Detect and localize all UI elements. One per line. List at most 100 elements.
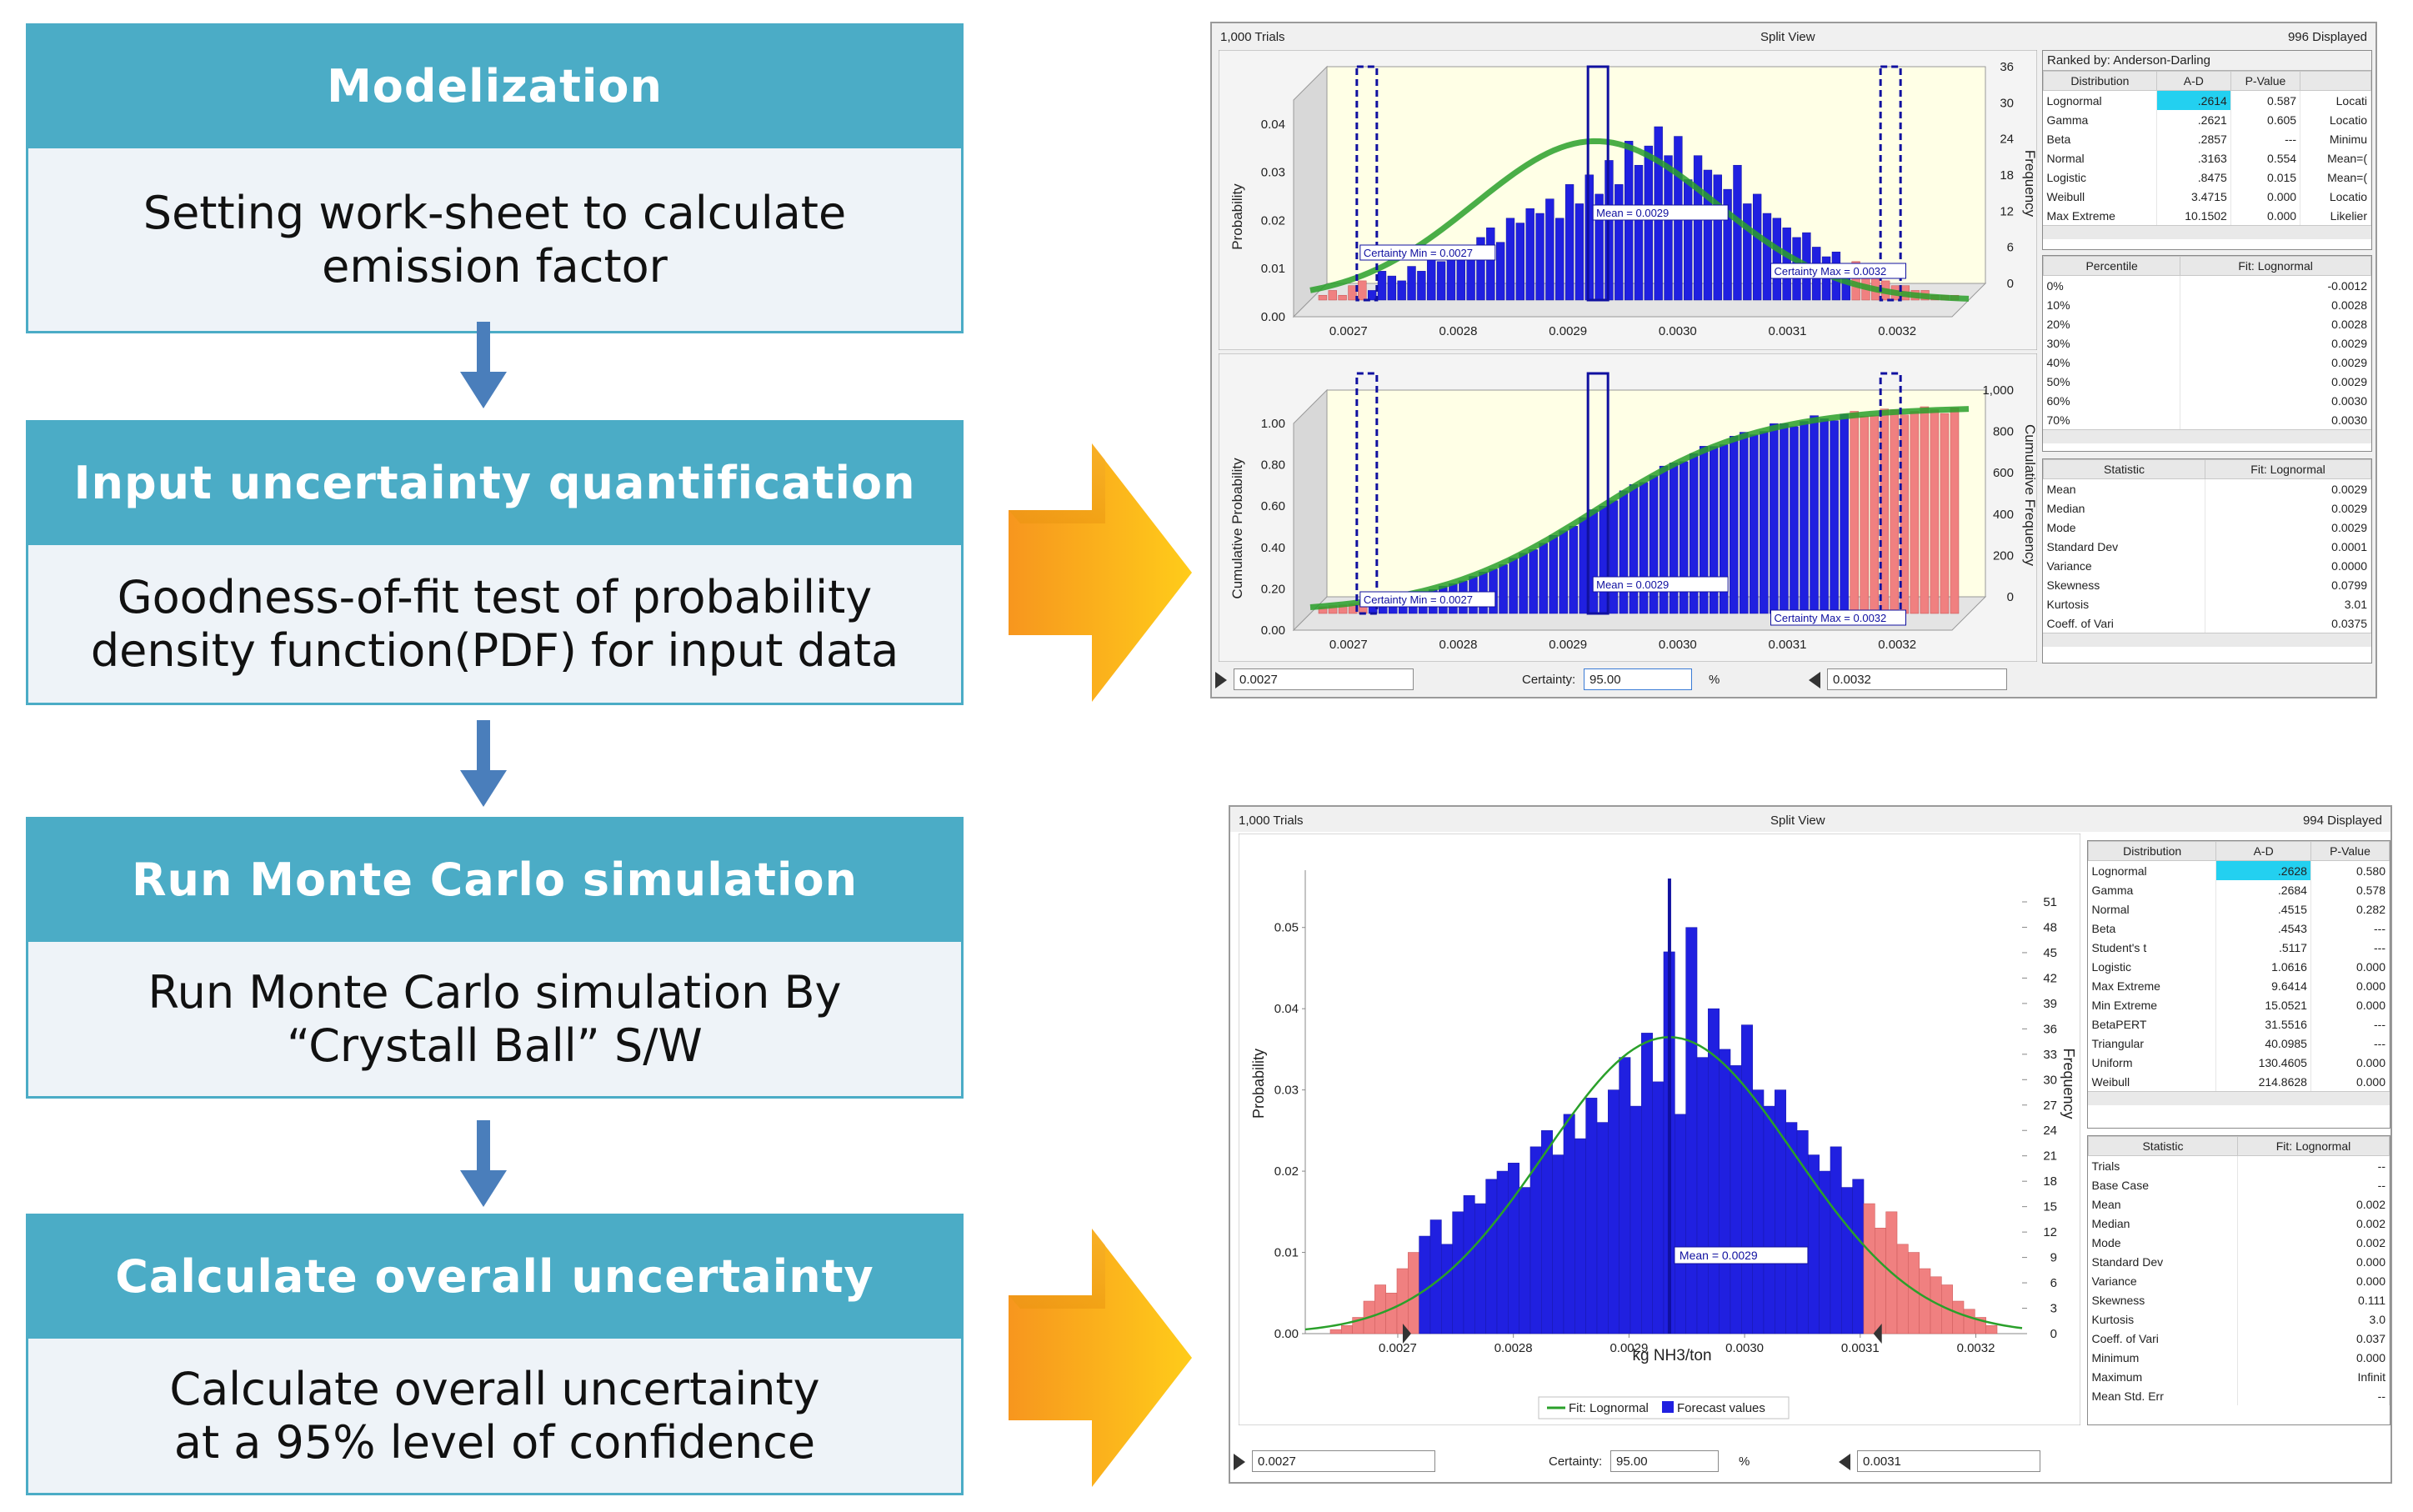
histogram-bar	[1348, 285, 1357, 301]
column-header[interactable]: Fit: Lognormal	[2236, 1136, 2390, 1156]
table-row[interactable]: Gamma .2684 0.578	[2088, 880, 2390, 899]
histogram-bar	[1730, 1065, 1742, 1334]
y-tick-label: 0.00	[1274, 1327, 1299, 1341]
column-header[interactable]: Fit: Lognormal	[2180, 256, 2371, 276]
column-header[interactable]: A-D	[2155, 71, 2231, 91]
table-row[interactable]: Skewness 0.0799	[2043, 575, 2371, 594]
table-row[interactable]: BetaPERT 31.5516 ---	[2088, 1014, 2390, 1034]
right-value-input[interactable]: 0.0032	[1827, 668, 2007, 690]
chart-legend: Fit: Lognormal Forecast values	[1538, 1396, 1790, 1419]
table-row[interactable]: 40% 0.0029	[2043, 353, 2371, 372]
table-cell: .2621	[2156, 110, 2231, 129]
table-row[interactable]: Standard Dev 0.0001	[2043, 537, 2371, 556]
y2-tick-label: 12	[2000, 204, 2014, 218]
table-row[interactable]: Weibull 214.8628 0.000	[2088, 1072, 2390, 1091]
table-row[interactable]: 60% 0.0030	[2043, 391, 2371, 410]
table-row[interactable]: Normal .3163 0.554 Mean=(	[2043, 148, 2371, 168]
table-row[interactable]: Median 0.002	[2088, 1214, 2390, 1233]
left-grabber-icon[interactable]	[1234, 1454, 1245, 1470]
table-row[interactable]: Maximum Infinit	[2088, 1367, 2390, 1386]
table-row[interactable]: Coeff. of Vari 0.0375	[2043, 613, 2371, 633]
percentile-table: Percentile Fit: Lognormal 0% -0.0012 10% 0.0…	[2043, 256, 2371, 429]
percentile-panel: Percentile Fit: Lognormal 0% -0.0012 10% 0.0…	[2042, 255, 2372, 452]
horizontal-scrollbar[interactable]	[2043, 225, 2371, 239]
left-value-input[interactable]: 0.0027	[1252, 1450, 1435, 1472]
certainty-input[interactable]: 95.00	[1584, 668, 1692, 690]
table-row[interactable]: Mode 0.002	[2088, 1233, 2390, 1252]
horizontal-scrollbar[interactable]	[2088, 1091, 2390, 1105]
step-description: Run Monte Carlo simulation By “Crystall …	[26, 942, 964, 1099]
table-row[interactable]: Variance 0.0000	[2043, 556, 2371, 575]
table-row[interactable]: Max Extreme 10.1502 0.000 Likelier	[2043, 206, 2371, 225]
histogram-bar	[1552, 1154, 1564, 1334]
column-header[interactable]: Statistic	[2088, 1136, 2238, 1156]
table-row[interactable]: Uniform 130.4605 0.000	[2088, 1053, 2390, 1072]
table-cell: Mean	[2043, 478, 2206, 498]
histogram-bar	[1634, 164, 1644, 301]
table-row[interactable]: Weibull 3.4715 0.000 Locatio	[2043, 187, 2371, 206]
table-row[interactable]: Base Case --	[2088, 1175, 2390, 1194]
table-row[interactable]: Skewness 0.111	[2088, 1290, 2390, 1309]
table-row[interactable]: Standard Dev 0.000	[2088, 1252, 2390, 1271]
table-row[interactable]: Logistic 1.0616 0.000	[2088, 957, 2390, 976]
table-row[interactable]: Median 0.0029	[2043, 498, 2371, 518]
annotation-label: Mean = 0.0029	[1680, 1249, 1758, 1262]
table-row[interactable]: Mode 0.0029	[2043, 518, 2371, 537]
table-row[interactable]: Student's t .5117 ---	[2088, 938, 2390, 957]
column-header[interactable]: Percentile	[2043, 256, 2181, 276]
table-row[interactable]: 0% -0.0012	[2043, 275, 2371, 295]
table-row[interactable]: Coeff. of Vari 0.037	[2088, 1329, 2390, 1348]
table-row[interactable]: Lognormal .2628 0.580	[2088, 860, 2390, 880]
table-cell: Skewness	[2088, 1290, 2238, 1309]
table-row[interactable]: 10% 0.0028	[2043, 295, 2371, 314]
horizontal-scrollbar[interactable]	[2043, 429, 2371, 443]
column-header[interactable]: Statistic	[2043, 459, 2206, 479]
table-cell: 0.000	[2310, 976, 2390, 995]
table-row[interactable]: Logistic .8475 0.015 Mean=(	[2043, 168, 2371, 187]
table-row[interactable]: 50% 0.0029	[2043, 372, 2371, 391]
right-value-input[interactable]: 0.0031	[1857, 1450, 2040, 1472]
table-row[interactable]: Lognormal .2614 0.587 Locati	[2043, 90, 2371, 110]
table-row[interactable]: 70% 0.0030	[2043, 410, 2371, 429]
displayed-label: 996 Displayed	[2287, 30, 2367, 44]
ranked-by-label: Ranked by: Anderson-Darling	[2043, 51, 2371, 71]
right-grabber-icon[interactable]	[1839, 1454, 1850, 1470]
y2-tick-label: 12	[2043, 1225, 2057, 1239]
column-header[interactable]: Distribution	[2043, 71, 2157, 91]
table-row[interactable]: Min Extreme 15.0521 0.000	[2088, 995, 2390, 1014]
horizontal-scrollbar[interactable]	[2043, 633, 2371, 647]
goodness-of-fit-panel: Distribution A-D P-Value Lognormal .2628 0.5…	[2087, 840, 2390, 1129]
y-tick-label: 0.03	[1261, 166, 1285, 180]
column-header[interactable]	[2300, 71, 2371, 91]
table-row[interactable]: 30% 0.0029	[2043, 333, 2371, 353]
table-row[interactable]: Mean 0.002	[2088, 1194, 2390, 1214]
left-value-input[interactable]: 0.0027	[1234, 668, 1414, 690]
column-header[interactable]: A-D	[2215, 841, 2311, 861]
y2-tick-label: 1,000	[1982, 383, 2014, 398]
y-tick-label: 0.00	[1261, 623, 1285, 638]
table-row[interactable]: Trials --	[2088, 1155, 2390, 1175]
table-row[interactable]: Max Extreme 9.6414 0.000	[2088, 976, 2390, 995]
table-row[interactable]: Gamma .2621 0.605 Locatio	[2043, 110, 2371, 129]
column-header[interactable]: Distribution	[2088, 841, 2217, 861]
column-header[interactable]: Fit: Lognormal	[2205, 459, 2371, 479]
table-row[interactable]: Variance 0.000	[2088, 1271, 2390, 1290]
table-row[interactable]: 20% 0.0028	[2043, 314, 2371, 333]
column-header[interactable]: P-Value	[2230, 71, 2301, 91]
table-cell: 0.0029	[2205, 518, 2371, 537]
left-grabber-icon[interactable]	[1215, 672, 1227, 688]
table-row[interactable]: Kurtosis 3.0	[2088, 1309, 2390, 1329]
table-row[interactable]: Mean Std. Err --	[2088, 1386, 2390, 1405]
table-row[interactable]: Kurtosis 3.01	[2043, 594, 2371, 613]
table-row[interactable]: Minimum 0.000	[2088, 1348, 2390, 1367]
certainty-input[interactable]: 95.00	[1610, 1450, 1719, 1472]
histogram-bar	[1328, 290, 1337, 301]
table-row[interactable]: Normal .4515 0.282	[2088, 899, 2390, 919]
histogram-bar	[1719, 1049, 1731, 1334]
right-grabber-icon[interactable]	[1809, 672, 1820, 688]
table-row[interactable]: Mean 0.0029	[2043, 478, 2371, 498]
column-header[interactable]: P-Value	[2310, 841, 2390, 861]
table-row[interactable]: Beta .2857 --- Minimu	[2043, 129, 2371, 148]
table-row[interactable]: Triangular 40.0985 ---	[2088, 1034, 2390, 1053]
table-row[interactable]: Beta .4543 ---	[2088, 919, 2390, 938]
